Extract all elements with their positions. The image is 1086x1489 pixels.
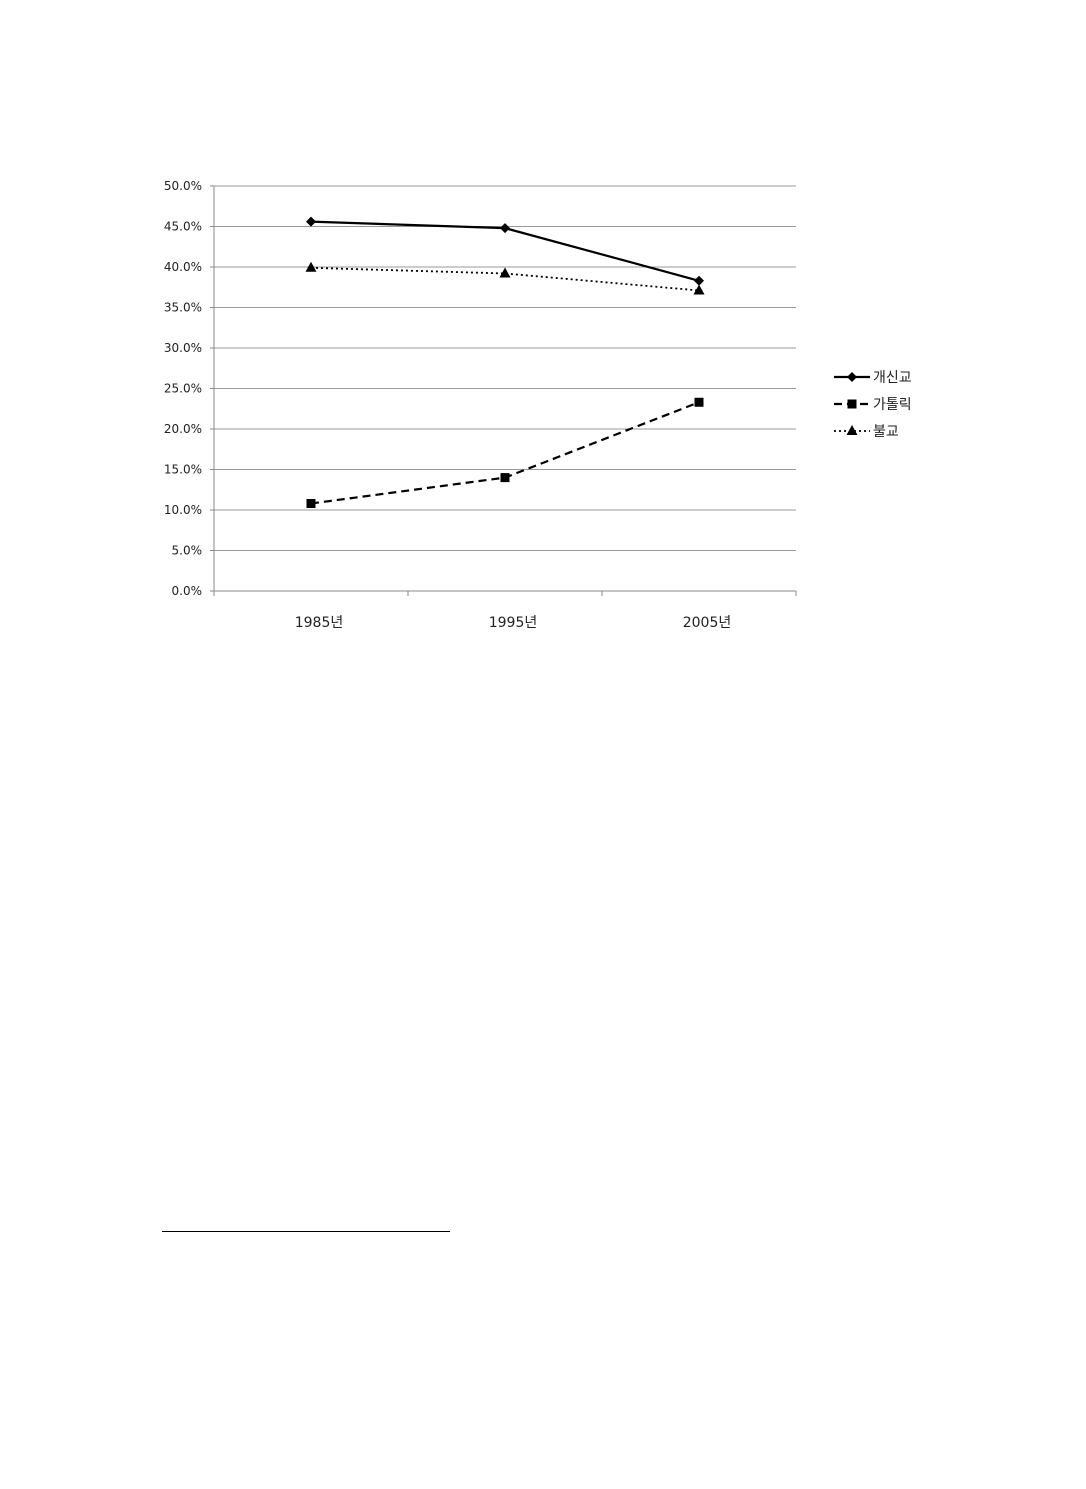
series-2 xyxy=(306,397,704,509)
legend-label: 개신교 xyxy=(873,370,912,386)
square-marker xyxy=(847,399,857,409)
y-tick-label: 50.0% xyxy=(164,179,202,193)
gridlines xyxy=(214,185,796,551)
y-tick-label: 20.0% xyxy=(164,422,202,436)
legend-entry: 개신교 xyxy=(834,370,912,386)
legend-entry: 불교 xyxy=(834,424,899,440)
x-category-label: 1985년 xyxy=(295,615,344,631)
series-3 xyxy=(305,261,705,295)
square-marker xyxy=(306,499,316,509)
x-category-labels: 1985년 1995년 2005년 xyxy=(295,615,732,631)
diamond-marker xyxy=(694,275,704,286)
y-tick-label: 40.0% xyxy=(164,260,202,274)
square-marker xyxy=(694,397,704,407)
legend-entry: 가톨릭 xyxy=(834,397,912,413)
x-category-label: 1995년 xyxy=(489,615,538,631)
y-tick-label: 35.0% xyxy=(164,301,202,315)
y-tick-label: 5.0% xyxy=(172,544,203,558)
series-1 xyxy=(306,216,704,286)
y-tick-label: 15.0% xyxy=(164,463,202,477)
square-marker xyxy=(500,473,510,483)
axes xyxy=(210,185,797,596)
diamond-marker xyxy=(500,223,510,234)
legend-label: 가톨릭 xyxy=(873,397,912,413)
y-tick-label: 10.0% xyxy=(164,503,202,517)
series-line xyxy=(310,401,700,505)
line-chart: 0.0% 5.0% 10.0% 15.0% 20.0% 25.0% 30.0% 35.0% 40… xyxy=(164,179,912,631)
y-tick-label: 25.0% xyxy=(164,382,202,396)
triangle-marker xyxy=(305,261,317,272)
triangle-marker xyxy=(499,267,511,278)
triangle-marker xyxy=(846,425,858,435)
diamond-marker xyxy=(847,372,857,382)
y-tick-labels: 0.0% 5.0% 10.0% 15.0% 20.0% 25.0% 30.0% 35.0% 40… xyxy=(164,179,202,598)
y-tick-label: 0.0% xyxy=(172,584,203,598)
legend-label: 불교 xyxy=(873,424,899,440)
diamond-marker xyxy=(306,216,316,227)
footnote-divider xyxy=(162,1231,450,1232)
y-tick-label: 45.0% xyxy=(164,220,202,234)
y-tick-label: 30.0% xyxy=(164,341,202,355)
series-lines xyxy=(305,216,705,509)
triangle-marker xyxy=(693,284,705,295)
x-category-label: 2005년 xyxy=(683,615,732,631)
